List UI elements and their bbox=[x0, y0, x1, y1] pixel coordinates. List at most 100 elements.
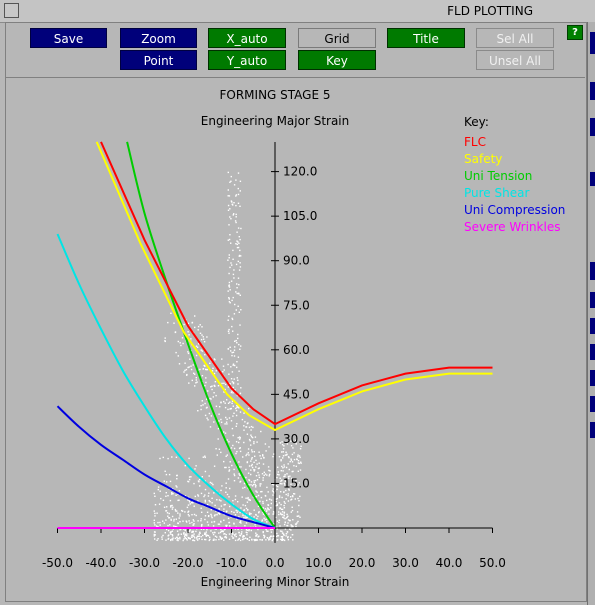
window-menu-icon[interactable] bbox=[4, 3, 19, 18]
y-auto-button[interactable]: Y_auto bbox=[208, 50, 286, 70]
data-point bbox=[187, 352, 190, 355]
select-all-button[interactable]: Sel All bbox=[476, 28, 554, 48]
data-point bbox=[194, 495, 196, 498]
data-point bbox=[171, 534, 174, 536]
side-button[interactable] bbox=[590, 262, 595, 280]
data-point bbox=[173, 518, 175, 521]
data-point bbox=[240, 507, 242, 509]
data-point bbox=[193, 513, 196, 516]
data-point bbox=[250, 444, 252, 446]
data-point bbox=[248, 454, 250, 456]
data-point bbox=[187, 499, 189, 501]
data-point bbox=[263, 474, 265, 477]
series-line-uni-tension bbox=[126, 141, 276, 529]
data-point bbox=[258, 511, 260, 513]
data-point bbox=[224, 528, 226, 530]
help-button[interactable]: ? bbox=[567, 25, 583, 40]
data-point bbox=[250, 465, 253, 467]
data-point bbox=[260, 483, 262, 485]
data-point bbox=[225, 421, 228, 423]
data-point bbox=[188, 476, 191, 478]
data-point bbox=[166, 481, 168, 483]
data-point bbox=[228, 284, 230, 286]
side-button[interactable] bbox=[590, 344, 595, 360]
side-button[interactable] bbox=[590, 292, 595, 308]
unselect-all-button[interactable]: Unsel All bbox=[476, 50, 554, 70]
series-lines bbox=[56, 141, 493, 529]
side-button[interactable] bbox=[590, 318, 595, 334]
data-point bbox=[173, 322, 175, 324]
data-point bbox=[228, 315, 230, 317]
data-point bbox=[222, 530, 224, 533]
x-tick-label: -10.0 bbox=[216, 556, 247, 570]
data-point bbox=[188, 530, 191, 532]
data-point bbox=[235, 533, 237, 535]
data-point bbox=[263, 471, 265, 473]
data-point bbox=[227, 402, 230, 404]
title-button[interactable]: Title bbox=[387, 28, 465, 48]
data-point bbox=[284, 475, 286, 478]
data-point bbox=[276, 497, 278, 500]
series-line-safety bbox=[95, 141, 493, 432]
data-point bbox=[283, 464, 285, 466]
data-point bbox=[276, 504, 278, 506]
data-point bbox=[296, 522, 298, 524]
data-point bbox=[213, 384, 215, 387]
data-point bbox=[193, 482, 195, 485]
data-point bbox=[193, 535, 195, 538]
data-point bbox=[238, 473, 240, 475]
data-point bbox=[286, 513, 288, 516]
side-button[interactable] bbox=[590, 370, 595, 386]
data-point bbox=[234, 535, 236, 537]
data-point bbox=[204, 494, 206, 496]
data-point bbox=[285, 481, 288, 483]
data-point bbox=[290, 445, 293, 447]
data-point bbox=[218, 513, 221, 515]
data-point bbox=[286, 478, 289, 480]
data-point bbox=[295, 479, 297, 482]
data-point bbox=[251, 485, 254, 487]
x-auto-button[interactable]: X_auto bbox=[208, 28, 286, 48]
save-button[interactable]: Save bbox=[30, 28, 107, 48]
side-button[interactable] bbox=[590, 422, 595, 438]
data-point bbox=[236, 366, 238, 369]
data-point bbox=[233, 277, 235, 279]
data-point bbox=[241, 418, 244, 421]
side-button[interactable] bbox=[590, 32, 595, 54]
zoom-button[interactable]: Zoom bbox=[120, 28, 197, 48]
data-point bbox=[237, 510, 239, 512]
data-point bbox=[230, 242, 232, 244]
data-point bbox=[300, 461, 302, 463]
side-button[interactable] bbox=[590, 396, 595, 412]
data-point bbox=[220, 421, 223, 423]
key-button[interactable]: Key bbox=[298, 50, 376, 70]
data-point bbox=[270, 528, 272, 531]
data-point bbox=[254, 469, 256, 471]
data-point bbox=[281, 479, 283, 481]
data-point bbox=[192, 519, 194, 521]
data-point bbox=[276, 539, 279, 541]
data-point bbox=[253, 481, 256, 484]
side-button[interactable] bbox=[590, 82, 595, 100]
data-point bbox=[196, 538, 198, 540]
grid-button[interactable]: Grid bbox=[298, 28, 376, 48]
side-button[interactable] bbox=[590, 172, 595, 186]
data-point bbox=[295, 439, 297, 442]
legend-entry-flc: FLC bbox=[464, 135, 486, 149]
data-point bbox=[287, 537, 289, 539]
data-point bbox=[198, 538, 200, 540]
data-point bbox=[234, 220, 237, 222]
point-button[interactable]: Point bbox=[120, 50, 197, 70]
data-point bbox=[220, 520, 222, 523]
data-point bbox=[237, 241, 239, 243]
data-point bbox=[192, 500, 194, 503]
data-point bbox=[239, 450, 242, 453]
data-point bbox=[232, 415, 234, 417]
data-point bbox=[218, 413, 220, 415]
data-point bbox=[246, 501, 249, 503]
side-button[interactable] bbox=[590, 118, 595, 136]
data-point bbox=[214, 514, 216, 516]
series-line-uni-compression bbox=[56, 405, 276, 529]
data-point bbox=[257, 505, 260, 507]
data-point bbox=[243, 535, 245, 537]
